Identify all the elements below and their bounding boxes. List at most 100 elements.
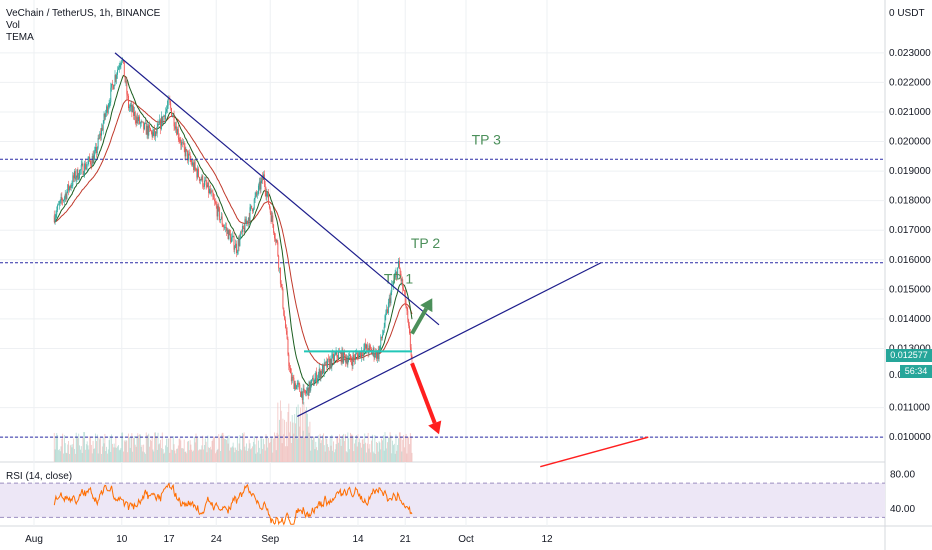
volume-bar (92, 440, 94, 462)
candle (313, 379, 315, 386)
candle (149, 127, 151, 132)
candle (139, 121, 141, 129)
candle (346, 354, 348, 367)
symbol-title[interactable]: VeChain / TetherUS, 1h, BINANCE (6, 8, 161, 19)
bullish-arrow-shaft[interactable] (410, 307, 429, 335)
volume-bar (171, 450, 173, 462)
volume-bar (364, 433, 366, 462)
countdown-tag-bg (900, 365, 932, 378)
candle (354, 353, 356, 365)
volume-bar (296, 406, 297, 462)
volume-bar (183, 439, 185, 462)
candle (331, 351, 333, 372)
volume-bar (284, 419, 285, 462)
candle (394, 269, 396, 279)
candle (72, 172, 74, 189)
candle (312, 374, 314, 386)
rsi-indicator-label[interactable]: RSI (14, close) (6, 471, 73, 482)
candle (397, 267, 399, 279)
candle (389, 293, 391, 307)
candle (196, 168, 198, 181)
candle (322, 364, 324, 374)
candle (184, 143, 186, 160)
candle (68, 180, 70, 196)
target-label[interactable]: TP 2 (411, 235, 441, 251)
trend-line[interactable] (296, 262, 602, 417)
candle (369, 342, 371, 352)
candle (251, 205, 253, 210)
candle (290, 364, 291, 374)
candle (409, 321, 410, 335)
volume-bar (220, 450, 221, 462)
volume-bar (113, 443, 115, 462)
target-label[interactable]: TP 3 (472, 132, 502, 148)
candle (255, 191, 257, 198)
candle (89, 153, 91, 163)
bullish-arrow-head[interactable] (420, 298, 433, 313)
volume-bar (68, 441, 69, 462)
volume-bar (345, 451, 347, 462)
candle (324, 362, 326, 367)
volume-bar (63, 435, 65, 462)
volume-bar (83, 432, 85, 462)
bearish-arrow-head[interactable] (428, 420, 442, 435)
volume-bar (208, 447, 210, 462)
candle (284, 310, 286, 321)
candle (208, 178, 210, 198)
candle (114, 70, 116, 87)
volume-bar (204, 438, 206, 462)
trend-line[interactable] (540, 436, 649, 468)
volume-bar (123, 451, 124, 462)
volume-indicator-label[interactable]: Vol (6, 20, 20, 31)
rsi-tick-label: 80.00 (890, 470, 915, 481)
volume-bar (254, 444, 256, 462)
candle (101, 123, 102, 141)
candle (283, 307, 285, 317)
volume-bar (108, 440, 110, 462)
volume-bar (409, 444, 410, 462)
candle (145, 119, 147, 135)
volume-bar (198, 449, 200, 462)
candle (57, 203, 59, 213)
candle (297, 379, 299, 388)
candle (325, 360, 327, 366)
candle (306, 387, 307, 397)
candle (74, 168, 76, 182)
volume-bar (407, 436, 409, 462)
candle (71, 180, 73, 189)
volume-bar (116, 447, 118, 462)
volume-bar (62, 433, 64, 462)
bearish-arrow-shaft[interactable] (410, 362, 437, 424)
candle (155, 127, 157, 136)
volume-bar (394, 453, 396, 462)
volume-bar (409, 433, 411, 462)
candle (197, 165, 199, 180)
candle (387, 306, 388, 315)
volume-bar (152, 449, 154, 462)
volume-bar (104, 433, 106, 462)
volume-bar (350, 432, 351, 462)
candle (393, 273, 395, 284)
candle (131, 102, 133, 118)
target-label[interactable]: TP 1 (384, 270, 414, 286)
volume-bar (99, 439, 101, 462)
candle (147, 124, 149, 140)
candle (194, 159, 196, 172)
y-tick-label: 0.021000 (889, 107, 931, 118)
volume-bar (223, 435, 225, 462)
volume-bar (57, 434, 59, 462)
trend-line[interactable] (114, 52, 440, 326)
x-tick-label: 10 (116, 534, 128, 545)
candle (309, 381, 311, 393)
tema-indicator-label[interactable]: TEMA (6, 32, 34, 43)
candle (118, 62, 120, 73)
candle (333, 352, 335, 365)
volume-bar (368, 448, 370, 462)
volume-bar (359, 438, 361, 462)
candle (73, 172, 75, 183)
candle (338, 348, 340, 359)
candle (126, 77, 128, 100)
candle (270, 210, 272, 224)
candle (411, 354, 413, 364)
